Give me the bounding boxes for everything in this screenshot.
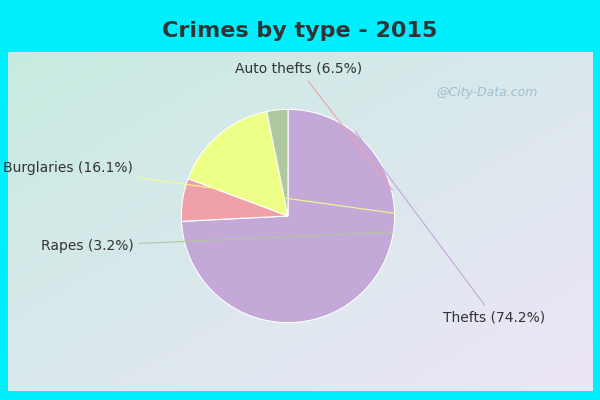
Text: Auto thefts (6.5%): Auto thefts (6.5%) [235,62,392,190]
Text: Crimes by type - 2015: Crimes by type - 2015 [163,21,437,41]
Wedge shape [188,112,288,216]
Wedge shape [181,109,395,323]
Wedge shape [266,109,288,216]
Text: Burglaries (16.1%): Burglaries (16.1%) [4,161,394,213]
Wedge shape [181,179,288,221]
Text: Rapes (3.2%): Rapes (3.2%) [41,232,393,253]
Text: @City-Data.com: @City-Data.com [436,86,538,99]
Text: Thefts (74.2%): Thefts (74.2%) [355,132,545,324]
